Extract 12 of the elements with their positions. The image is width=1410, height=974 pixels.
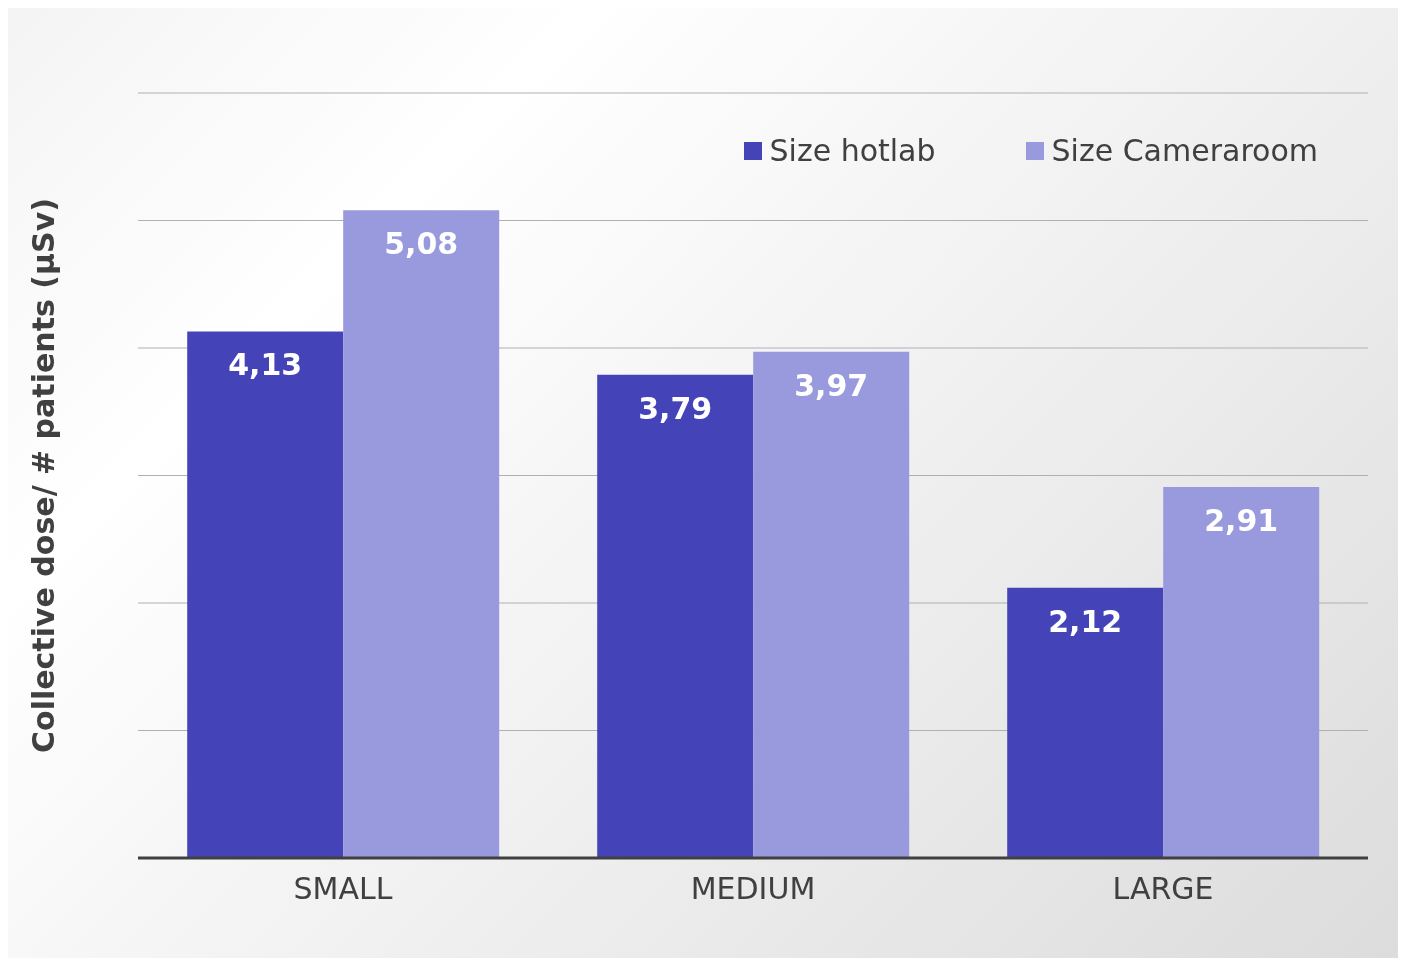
data-label: 3,97: [794, 367, 869, 403]
data-label: 2,91: [1204, 502, 1279, 538]
legend-label: Size Cameraroom: [1051, 133, 1318, 168]
data-label: 5,08: [384, 226, 459, 262]
x-tick-label: MEDIUM: [690, 871, 816, 907]
data-label: 4,13: [228, 347, 303, 383]
data-label: 2,12: [1048, 603, 1123, 639]
x-tick-label: LARGE: [1112, 871, 1214, 907]
legend-label: Size hotlab: [769, 133, 936, 168]
y-axis-title: Collective dose/ # patients (µSv): [25, 198, 61, 753]
x-tick-label: SMALL: [293, 871, 393, 907]
data-label: 3,79: [638, 390, 713, 426]
